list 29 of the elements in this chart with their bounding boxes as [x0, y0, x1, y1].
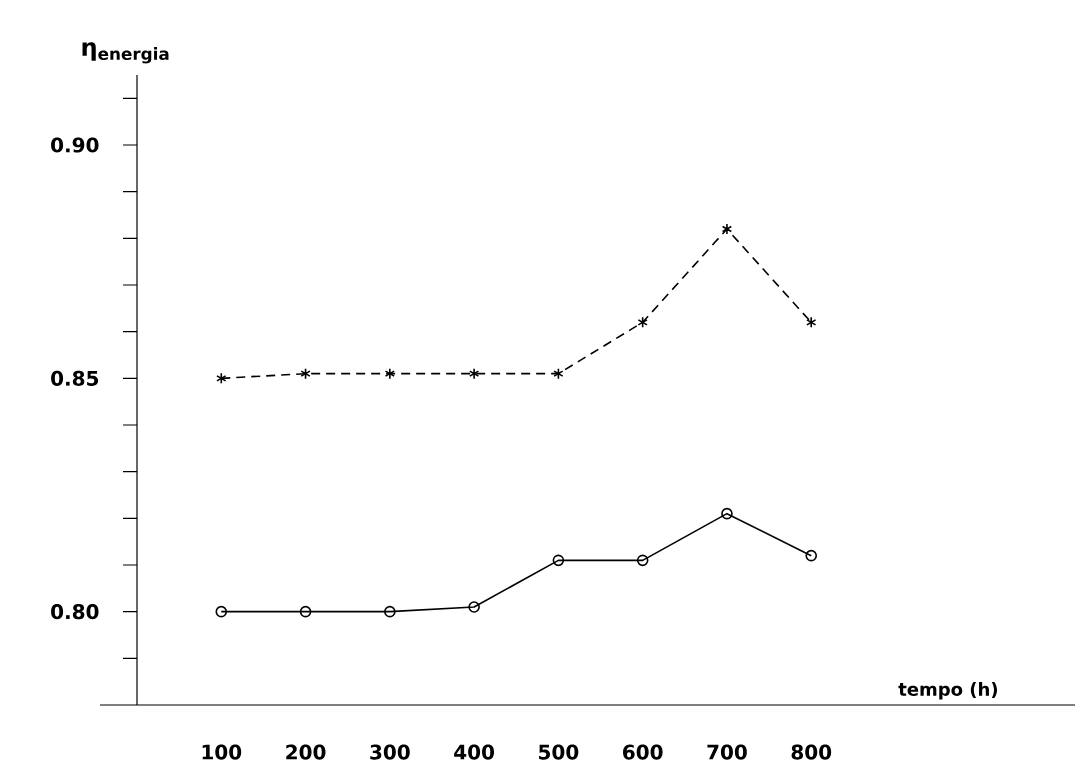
x-tick-label: 700 [707, 744, 747, 760]
point [468, 367, 480, 380]
point [636, 554, 649, 567]
x-tick-label: 500 [539, 744, 579, 760]
x-tick-label: 300 [370, 744, 410, 760]
x-tick-label: 200 [286, 744, 326, 760]
point [384, 367, 395, 380]
point [721, 507, 733, 520]
x-tick-label: 600 [623, 744, 663, 760]
y-tick-label: 0.85 [51, 370, 99, 386]
x-tick-label: 800 [791, 744, 832, 760]
point [721, 223, 733, 235]
y-tick-label: 0.80 [51, 604, 99, 620]
x-tick-label: 400 [454, 744, 495, 760]
point [637, 316, 648, 329]
point [215, 605, 228, 618]
point [299, 605, 312, 618]
point [552, 554, 565, 567]
point [216, 372, 227, 385]
point [300, 367, 311, 380]
point [806, 316, 817, 329]
x-axis-title: tempo (h) [898, 682, 998, 700]
point [468, 601, 480, 613]
point [384, 605, 396, 618]
point [553, 367, 564, 380]
y-axis-title: η$_{energia}$ [82, 42, 169, 64]
point [805, 549, 818, 562]
x-tick-label: 100 [202, 744, 242, 760]
y-tick-label: 0.90 [51, 137, 99, 153]
